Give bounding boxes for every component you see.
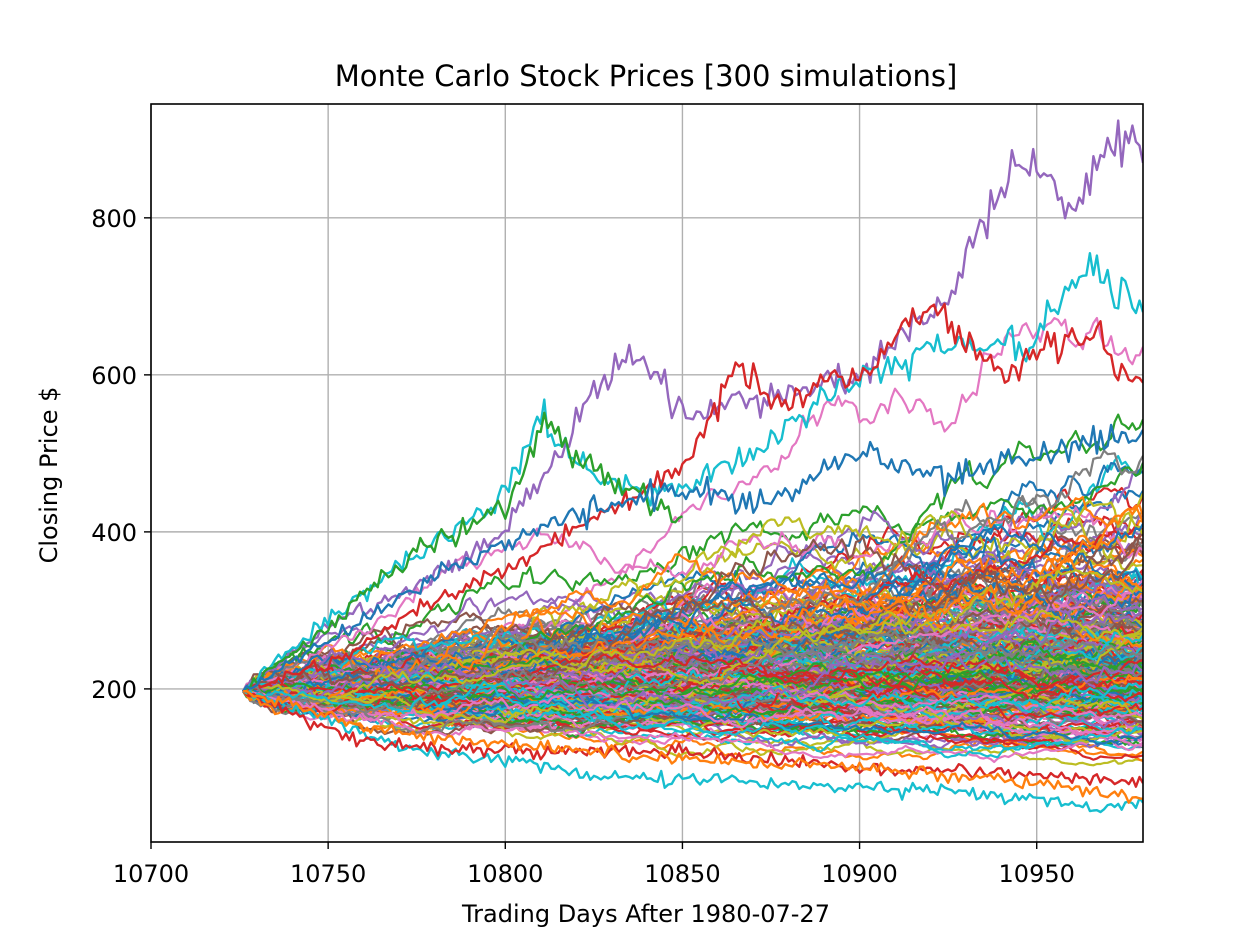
simulation-line (242, 626, 1143, 701)
highlighted-simulation-line (242, 302, 1143, 694)
x-tick-label: 10950 (999, 860, 1075, 888)
simulation-line (242, 630, 1143, 714)
simulation-line (242, 611, 1143, 695)
highlighted-simulation-line (242, 119, 1143, 694)
highlighted-simulation-line (242, 423, 1143, 692)
simulation-line (242, 537, 1143, 693)
x-tick-label: 10850 (644, 860, 720, 888)
simulation-line (242, 680, 1143, 759)
highlighted-simulation-line (243, 689, 1143, 804)
simulation-line (242, 609, 1143, 703)
x-tick-label: 10800 (467, 860, 543, 888)
series-group (242, 119, 1143, 814)
y-axis-label: Closing Price $ (35, 387, 63, 564)
y-tick-label: 600 (91, 362, 137, 390)
x-tick-label: 10700 (113, 860, 189, 888)
simulation-line (242, 690, 1143, 764)
y-tick-label: 800 (91, 205, 137, 233)
simulation-line (242, 556, 1143, 716)
simulation-line (242, 506, 1143, 694)
simulation-line (242, 462, 1143, 693)
simulation-line (242, 689, 1143, 748)
x-tick-label: 10750 (290, 860, 366, 888)
simulation-line (243, 640, 1143, 701)
x-axis-label: Trading Days After 1980-07-27 (461, 900, 830, 928)
highlighted-simulation-line (243, 690, 1143, 788)
simulation-line (242, 653, 1143, 695)
simulation-line (242, 586, 1143, 693)
plot-frame (150, 103, 1144, 843)
simulation-line (242, 533, 1143, 697)
simulation-line (242, 523, 1143, 699)
simulation-line (242, 674, 1143, 724)
x-tick-label: 10900 (821, 860, 897, 888)
y-axis-ticks: 200 400 600 800 (91, 205, 151, 704)
x-axis-ticks: 10700 10750 10800 10850 10900 10950 (113, 842, 1075, 888)
simulation-line (242, 504, 1143, 703)
chart-title: Monte Carlo Stock Prices [300 simulation… (335, 59, 958, 93)
highlighted-simulation-line (242, 411, 683, 693)
y-tick-label: 400 (91, 519, 137, 547)
y-tick-label: 200 (91, 676, 137, 704)
